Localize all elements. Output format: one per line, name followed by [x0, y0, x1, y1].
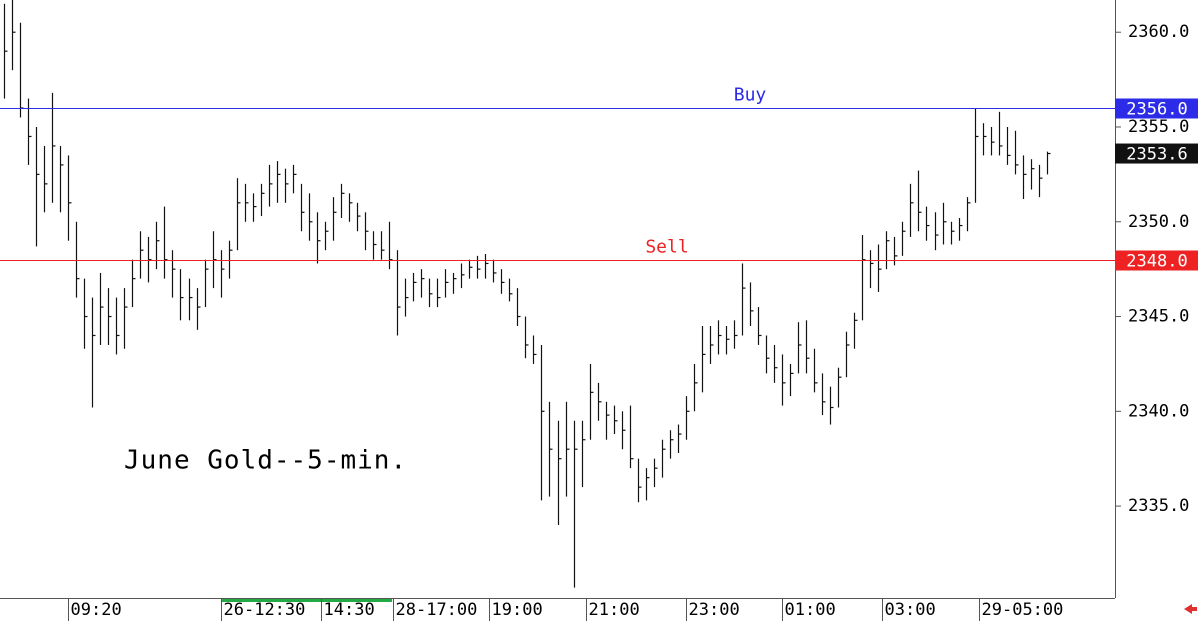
x-tick-label: 14:30 — [324, 600, 375, 620]
y-tick-label: 2355.0 — [1128, 117, 1189, 137]
x-tick-label: 09:20 — [71, 600, 122, 620]
price-box-label: 2356.0 — [1126, 100, 1187, 120]
y-tick-label: 2345.0 — [1128, 307, 1189, 327]
x-tick-label: 26-12:30 — [224, 600, 306, 620]
last-price-label: 2353.6 — [1126, 145, 1187, 165]
x-tick-label: 03:00 — [885, 600, 936, 620]
session-bar — [222, 599, 392, 602]
x-tick-label: 01:00 — [785, 600, 836, 620]
price-box — [1115, 98, 1198, 119]
x-tick-label: 19:00 — [492, 600, 543, 620]
scroll-arrow — [1184, 604, 1197, 614]
annotation: June Gold--5-min. — [124, 446, 407, 476]
y-tick-label: 2340.0 — [1128, 401, 1189, 421]
y-tick-label: 2350.0 — [1128, 212, 1189, 232]
y-tick-label: 2335.0 — [1128, 496, 1189, 516]
price-box-label: 2348.0 — [1126, 252, 1187, 272]
x-tick-label: 23:00 — [689, 600, 740, 620]
last-price-box — [1115, 143, 1198, 164]
x-tick-label: 21:00 — [589, 600, 640, 620]
x-tick-label: 29-05:00 — [982, 600, 1064, 620]
level-label: Buy — [734, 85, 767, 106]
x-tick-label: 28-17:00 — [396, 600, 478, 620]
price-box — [1115, 250, 1198, 271]
y-tick-label: 2360.0 — [1128, 22, 1189, 42]
level-label: Sell — [645, 237, 688, 258]
